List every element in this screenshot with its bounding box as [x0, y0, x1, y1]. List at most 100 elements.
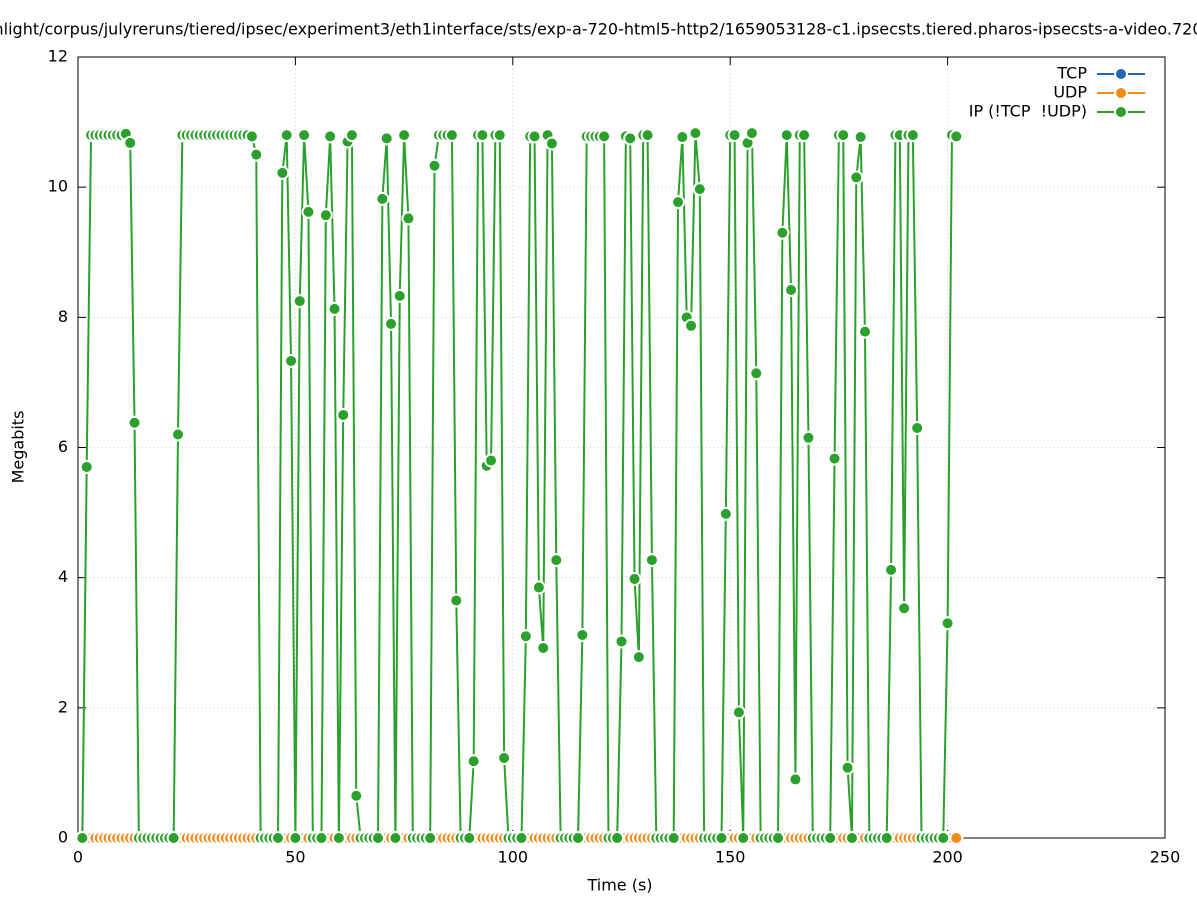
- data-point: [884, 562, 899, 577]
- x-tick-label: 100: [498, 848, 529, 867]
- y-tick-label: 2: [58, 697, 68, 716]
- y-tick-label: 4: [58, 567, 68, 586]
- data-point: [788, 772, 803, 787]
- data-point: [801, 430, 816, 445]
- y-axis-label: Megabits: [9, 411, 28, 484]
- data-point: [531, 580, 546, 595]
- data-point: [731, 705, 746, 720]
- data-point: [371, 831, 386, 845]
- data-point: [527, 129, 542, 144]
- data-point: [79, 460, 94, 475]
- y-tick-label: 8: [58, 307, 68, 326]
- y-tick-label: 0: [58, 828, 68, 847]
- y-tick-label: 10: [48, 177, 68, 196]
- data-point: [475, 128, 490, 143]
- data-point: [688, 126, 703, 141]
- data-point: [284, 353, 299, 368]
- data-point: [379, 131, 394, 146]
- data-point: [610, 831, 625, 845]
- data-point: [388, 831, 403, 845]
- data-point: [331, 831, 346, 845]
- data-point: [327, 301, 342, 316]
- data-point: [536, 640, 551, 655]
- data-point: [840, 760, 855, 775]
- data-point: [614, 634, 629, 649]
- data-point: [597, 129, 612, 144]
- data-point: [631, 650, 646, 665]
- data-point: [797, 128, 812, 143]
- data-point: [449, 593, 464, 608]
- data-point: [623, 131, 638, 146]
- data-point: [123, 135, 138, 150]
- data-point: [827, 451, 842, 466]
- data-point: [271, 831, 286, 845]
- x-tick-label: 200: [932, 848, 963, 867]
- data-point: [297, 128, 312, 143]
- data-point: [936, 831, 951, 845]
- data-point: [905, 128, 920, 143]
- data-point: [397, 128, 412, 143]
- data-point: [718, 506, 733, 521]
- data-point: [575, 627, 590, 642]
- data-point: [323, 129, 338, 144]
- data-point: [127, 415, 142, 430]
- data-point: [492, 128, 507, 143]
- x-axis-label: Time (s): [586, 876, 652, 895]
- data-point: [384, 316, 399, 331]
- legend-marker: [1114, 67, 1128, 81]
- data-point: [549, 553, 564, 568]
- data-point: [853, 130, 868, 145]
- data-point: [675, 130, 690, 145]
- data-point: [392, 288, 407, 303]
- data-point: [714, 831, 729, 845]
- data-point: [462, 831, 477, 845]
- data-point: [836, 128, 851, 143]
- x-tick-label: 50: [285, 848, 305, 867]
- data-point: [171, 427, 186, 442]
- data-point: [644, 553, 659, 568]
- data-point: [627, 571, 642, 586]
- legend-label: TCP: [1056, 64, 1087, 83]
- data-point: [849, 170, 864, 185]
- data-point: [640, 128, 655, 143]
- data-point: [349, 788, 364, 803]
- x-tick-label: 250: [1150, 848, 1181, 867]
- data-point: [275, 165, 290, 180]
- data-point: [692, 182, 707, 197]
- data-point: [336, 407, 351, 422]
- data-point: [292, 294, 307, 309]
- y-tick-label: 12: [48, 47, 68, 66]
- data-point: [749, 366, 764, 381]
- data-point: [571, 831, 586, 845]
- data-point: [497, 750, 512, 765]
- data-point: [401, 211, 416, 226]
- data-point: [75, 831, 90, 845]
- data-point: [466, 754, 481, 769]
- data-point: [727, 128, 742, 143]
- data-point: [736, 831, 751, 845]
- series-line: [81, 131, 957, 839]
- data-point: [671, 195, 686, 210]
- legend-marker: [1114, 105, 1128, 119]
- data-point: [514, 831, 529, 845]
- data-point: [771, 831, 786, 845]
- data-point: [940, 616, 955, 631]
- legend-label: UDP: [1053, 83, 1087, 102]
- data-point: [166, 831, 181, 845]
- data-point: [301, 204, 316, 219]
- data-point: [544, 136, 559, 151]
- data-point: [949, 831, 964, 845]
- data-point: [244, 129, 259, 144]
- data-point: [666, 831, 681, 845]
- data-point: [949, 129, 964, 144]
- data-point: [775, 225, 790, 240]
- data-point: [427, 158, 442, 173]
- data-point: [844, 831, 859, 845]
- chart-title: nlight/corpus/julyreruns/tiered/ipsec/ex…: [0, 20, 1197, 39]
- data-point: [684, 318, 699, 333]
- data-point: [823, 831, 838, 845]
- data-point: [857, 324, 872, 339]
- data-point: [784, 282, 799, 297]
- data-point: [288, 831, 303, 845]
